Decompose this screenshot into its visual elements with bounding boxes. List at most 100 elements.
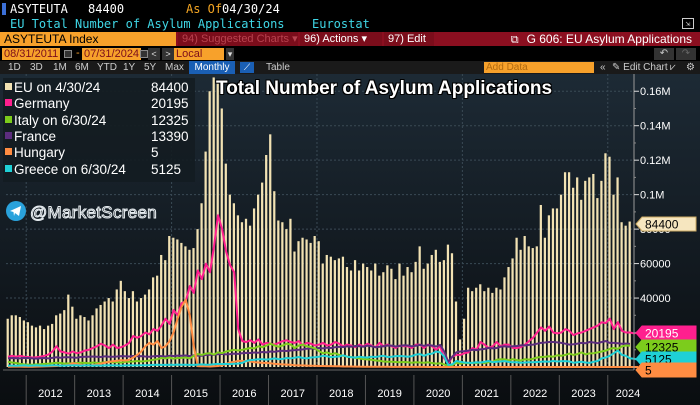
legend-item[interactable]: Hungary 5 xyxy=(5,145,159,161)
legend-swatch xyxy=(5,83,12,90)
bar-eu xyxy=(224,163,227,367)
bar-eu xyxy=(515,237,518,367)
range-5y[interactable]: 5Y xyxy=(144,62,157,73)
range-3d[interactable]: 3D xyxy=(30,62,43,73)
bar-eu xyxy=(184,246,187,367)
tag-background xyxy=(635,216,697,232)
start-date-input[interactable]: 08/31/2011 xyxy=(2,48,61,60)
bar-eu xyxy=(487,287,490,367)
bar-eu xyxy=(309,242,312,367)
resize-window-icon[interactable]: ⇲ xyxy=(682,18,694,29)
bar-eu xyxy=(289,218,292,367)
bar-eu xyxy=(620,222,623,367)
bar-eu xyxy=(503,277,506,367)
previous-period-button[interactable]: < xyxy=(148,48,160,60)
range-1d[interactable]: 1D xyxy=(8,62,21,73)
legend-value: 84400 xyxy=(151,80,189,95)
legend-item[interactable]: Greece on 6/30/24 5125 xyxy=(5,161,181,178)
bar-eu xyxy=(26,322,30,367)
calendar-icon[interactable] xyxy=(140,50,148,58)
bar-eu xyxy=(135,301,139,367)
bar-eu xyxy=(531,248,534,367)
legend-swatch xyxy=(5,164,12,172)
bar-eu xyxy=(572,187,575,367)
gear-icon[interactable]: ⚙ xyxy=(686,62,695,73)
y-tick-label: 0.16M xyxy=(640,86,671,98)
bar-eu xyxy=(519,249,522,367)
bar-eu xyxy=(273,191,276,367)
next-period-button[interactable]: > xyxy=(162,48,174,60)
bar-eu xyxy=(559,194,563,367)
range-6m[interactable]: 6M xyxy=(75,62,89,73)
bar-eu xyxy=(139,298,143,367)
bar-eu xyxy=(79,315,82,367)
ticker-symbol: ASYTEUTA xyxy=(10,2,68,16)
bar-eu xyxy=(14,315,17,367)
tag-value: 5 xyxy=(645,364,652,378)
suggested-charts-button[interactable]: 94) Suggested Charts ▾ xyxy=(178,32,298,46)
chart-svg: 4000060000800000.1M0.12M0.14M0.16M201220… xyxy=(3,74,697,405)
legend-item[interactable]: France 13390 xyxy=(5,129,189,145)
redo-button[interactable]: ↷ xyxy=(676,48,696,60)
end-date-input[interactable]: 07/31/2024 xyxy=(82,48,142,60)
bar-eu xyxy=(616,177,619,367)
calendar-icon[interactable] xyxy=(64,50,72,58)
series-line-hungary xyxy=(7,298,639,368)
edit-chart-label: Edit Chart xyxy=(623,62,668,73)
date-separator: - xyxy=(76,47,80,59)
line-chart-icon[interactable]: ⟋ xyxy=(240,62,254,73)
bar-eu xyxy=(232,203,236,367)
bar-eu xyxy=(499,289,502,367)
bar-eu xyxy=(196,229,199,367)
bar-eu xyxy=(63,310,66,367)
chart-title: Total Number of Asylum Applications xyxy=(216,78,553,99)
actions-menu-button[interactable]: 96) Actions ▾ xyxy=(300,32,382,46)
range-1y[interactable]: 1Y xyxy=(123,62,136,73)
bar-eu xyxy=(208,91,211,367)
bar-eu xyxy=(394,279,397,367)
range-ytd[interactable]: YTD xyxy=(97,62,117,73)
bar-eu xyxy=(458,339,462,367)
legend-item[interactable]: Germany 20195 xyxy=(5,96,189,112)
legend-label: Greece on 6/30/24 xyxy=(14,161,126,177)
x-tick-label: 2024 xyxy=(616,388,640,400)
add-data-input[interactable]: Add Data xyxy=(484,62,594,73)
security-header: ASYTEUTA 84400 As Of 04/30/24 xyxy=(0,0,700,17)
bar-eu xyxy=(539,204,542,367)
bar-eu xyxy=(535,246,538,367)
currency-select[interactable]: Local CCY xyxy=(174,48,224,72)
bar-eu xyxy=(46,325,50,367)
bar-eu xyxy=(382,272,385,367)
table-view-button[interactable]: Table xyxy=(266,62,290,73)
range-1m[interactable]: 1M xyxy=(53,62,67,73)
edit-chart-button[interactable]: ✎ Edit Chart xyxy=(612,61,668,74)
x-tick-label: 2021 xyxy=(474,388,498,400)
security-input[interactable]: ASYTEUTA Index xyxy=(0,32,176,46)
bar-eu xyxy=(192,248,195,367)
bar-eu xyxy=(341,256,345,367)
range-max[interactable]: Max xyxy=(165,62,184,73)
edit-menu-button[interactable]: 97) Edit ▾ xyxy=(384,32,434,59)
frequency-select[interactable]: Monthly ▼ xyxy=(189,61,235,86)
undo-button[interactable]: ↶ xyxy=(654,48,674,60)
legend-item[interactable]: EU on 4/30/24 84400 xyxy=(5,80,189,96)
bar-eu xyxy=(426,263,429,367)
legend-label: Germany xyxy=(14,96,70,112)
bar-eu xyxy=(34,327,38,367)
annotate-icon[interactable]: ⩗ xyxy=(670,62,676,73)
x-tick-label: 2017 xyxy=(281,388,305,400)
chart-area: 4000060000800000.1M0.12M0.14M0.16M201220… xyxy=(0,74,700,405)
legend-value: 13390 xyxy=(151,128,189,144)
bar-eu xyxy=(42,329,46,367)
bar-eu xyxy=(71,306,74,367)
last-value-tag-germany: 20195 xyxy=(635,325,697,341)
chevron-down-icon[interactable]: ▾ xyxy=(226,48,234,60)
legend-item[interactable]: Italy on 6/30/24 12325 xyxy=(5,113,189,129)
bar-eu xyxy=(168,236,171,367)
bar-eu xyxy=(269,134,272,367)
bar-eu xyxy=(244,218,248,367)
bar-eu xyxy=(265,155,268,367)
open-external-icon[interactable]: ⧉ xyxy=(510,34,519,46)
bar-eu xyxy=(55,315,58,367)
collapse-button[interactable]: « xyxy=(600,62,606,73)
